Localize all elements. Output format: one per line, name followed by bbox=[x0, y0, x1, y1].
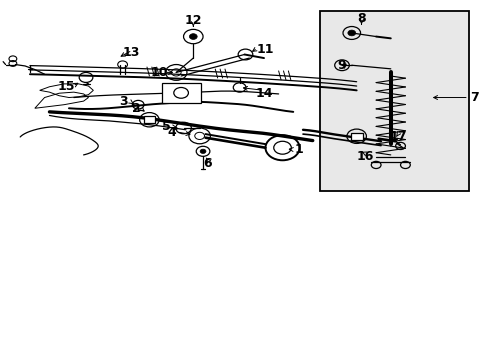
Text: 16: 16 bbox=[356, 150, 373, 163]
Text: 4: 4 bbox=[166, 126, 175, 139]
Text: 12: 12 bbox=[184, 14, 202, 27]
Circle shape bbox=[200, 149, 205, 153]
Text: 8: 8 bbox=[356, 12, 365, 25]
Bar bbox=[143, 116, 155, 123]
Bar bbox=[161, 83, 200, 103]
Circle shape bbox=[189, 34, 197, 40]
Text: 3: 3 bbox=[119, 95, 128, 108]
Text: 13: 13 bbox=[122, 46, 140, 59]
Bar bbox=[350, 133, 362, 140]
Text: 1: 1 bbox=[294, 143, 303, 156]
Circle shape bbox=[347, 30, 355, 36]
Text: 9: 9 bbox=[337, 59, 346, 72]
Text: 7: 7 bbox=[469, 91, 478, 104]
Text: 6: 6 bbox=[203, 157, 212, 170]
Text: 5: 5 bbox=[162, 120, 170, 133]
Text: 17: 17 bbox=[388, 130, 406, 144]
Text: 2: 2 bbox=[132, 103, 141, 116]
Text: 11: 11 bbox=[256, 42, 273, 55]
Bar bbox=[320, 12, 468, 191]
Text: 10: 10 bbox=[150, 66, 167, 79]
Text: 15: 15 bbox=[58, 80, 75, 93]
Text: 14: 14 bbox=[255, 87, 272, 100]
